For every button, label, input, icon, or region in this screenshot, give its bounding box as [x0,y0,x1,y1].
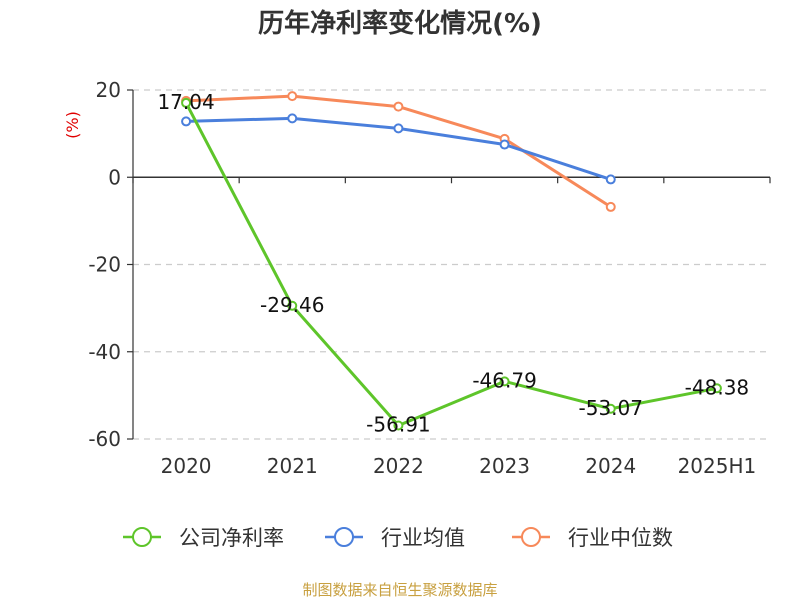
chart-title: 历年净利率变化情况(%) [258,8,542,39]
x-tick-label: 2020 [161,454,212,478]
source-note: 制图数据来自恒生聚源数据库 [302,581,497,599]
data-point [287,113,298,124]
x-tick-label: 2023 [479,454,530,478]
y-tick-label: -20 [88,253,121,277]
data-point [393,123,404,134]
data-point [287,300,298,311]
data-point [393,420,404,431]
data-label: -56.91 [366,413,430,437]
legend-label: 行业均值 [381,526,465,550]
x-tick-label: 2025H1 [678,454,757,478]
series-lines [181,91,722,431]
legend-label: 公司净利率 [179,526,284,550]
data-label: -53.07 [579,396,643,420]
data-label: -48.38 [685,375,749,399]
data-point [711,383,722,394]
data-point [605,174,616,185]
grid-lines [133,89,770,440]
y-tick-label: -60 [88,427,121,451]
y-tick-label: 20 [96,78,121,102]
x-tick-label: 2024 [585,454,636,478]
legend-label: 行业中位数 [568,526,673,550]
x-tick-label: 2021 [267,454,318,478]
data-label: 17.04 [157,90,214,114]
y-tick-label: 0 [108,165,121,189]
data-labels: 17.04 -29.46 -56.91 -46.79 -53.07 -48.38 [157,90,749,437]
data-point [499,139,510,150]
data-point [181,116,192,127]
legend-marker [132,527,152,547]
series-line [184,102,718,428]
x-tick-label: 2022 [373,454,424,478]
legend-marker [334,527,354,547]
data-point [605,201,616,212]
data-label: -46.79 [472,368,536,392]
series-line [186,94,612,209]
data-point [393,101,404,112]
data-point [181,97,192,108]
legend: 公司净利率 行业均值 行业中位数 [123,526,673,550]
legend-marker [521,527,541,547]
data-label: -29.46 [260,293,324,317]
data-point [605,403,616,414]
data-point [287,91,298,102]
axes: 20 0 -20 -40 -60 2020 2021 2022 2023 2024 2025H1 [88,78,771,478]
y-axis-unit-label: (%) [63,111,82,139]
y-tick-label: -40 [88,340,121,364]
data-point [499,376,510,387]
